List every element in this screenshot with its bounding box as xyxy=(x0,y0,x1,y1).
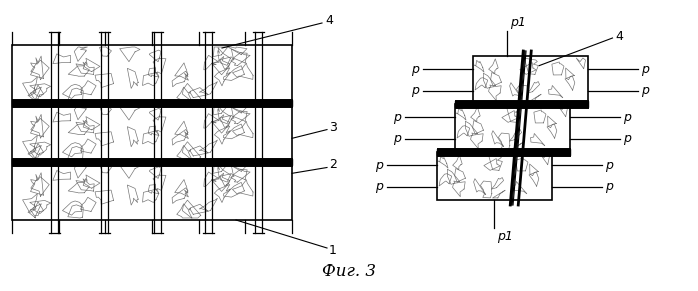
Text: p: p xyxy=(605,180,614,193)
Text: 4: 4 xyxy=(616,29,623,42)
Text: p: p xyxy=(623,132,632,145)
Text: p: p xyxy=(375,180,383,193)
Text: 1: 1 xyxy=(329,244,337,256)
Text: p: p xyxy=(641,84,649,97)
Text: p: p xyxy=(410,63,419,76)
Bar xyxy=(436,152,551,200)
Text: 3: 3 xyxy=(329,121,337,134)
Bar xyxy=(473,56,588,104)
Text: p: p xyxy=(392,111,401,124)
Text: 4: 4 xyxy=(325,15,333,28)
Bar xyxy=(12,45,292,220)
Text: p1: p1 xyxy=(497,230,513,243)
Text: p: p xyxy=(605,159,614,172)
Text: p: p xyxy=(623,111,632,124)
Text: p: p xyxy=(641,63,649,76)
Bar xyxy=(454,104,570,152)
Text: 2: 2 xyxy=(329,158,337,171)
Text: p: p xyxy=(410,84,419,97)
Text: Фиг. 3: Фиг. 3 xyxy=(322,263,376,281)
Text: p: p xyxy=(392,132,401,145)
Text: p1: p1 xyxy=(510,16,526,29)
Text: p: p xyxy=(375,159,383,172)
